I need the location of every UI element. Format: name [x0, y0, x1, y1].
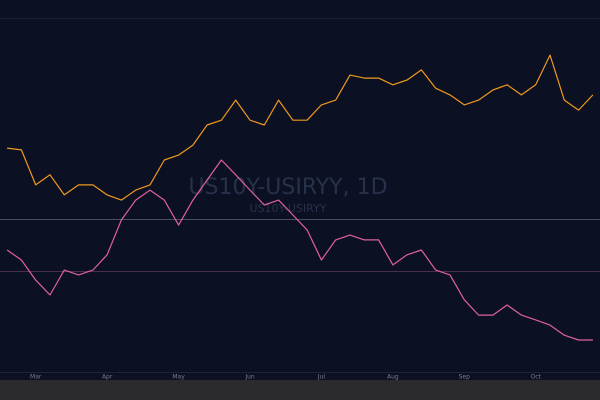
x-tick-label: Jul [317, 374, 326, 381]
x-tick-label: May [172, 374, 185, 381]
x-tick-label: Apr [102, 374, 113, 381]
x-tick-label: Oct [531, 374, 542, 381]
bottom-bar [0, 380, 600, 400]
x-tick-label: Mar [30, 374, 42, 381]
watermark-sub: US10Y-USIRYY [249, 202, 326, 215]
watermark: US10Y-USIRYY, 1D [188, 175, 387, 200]
x-tick-label: Jun [244, 374, 255, 381]
x-tick-label: Aug [387, 374, 399, 381]
series-line [6, 159, 593, 341]
x-tick-label: Sep [459, 374, 471, 381]
series-line [7, 54, 594, 201]
